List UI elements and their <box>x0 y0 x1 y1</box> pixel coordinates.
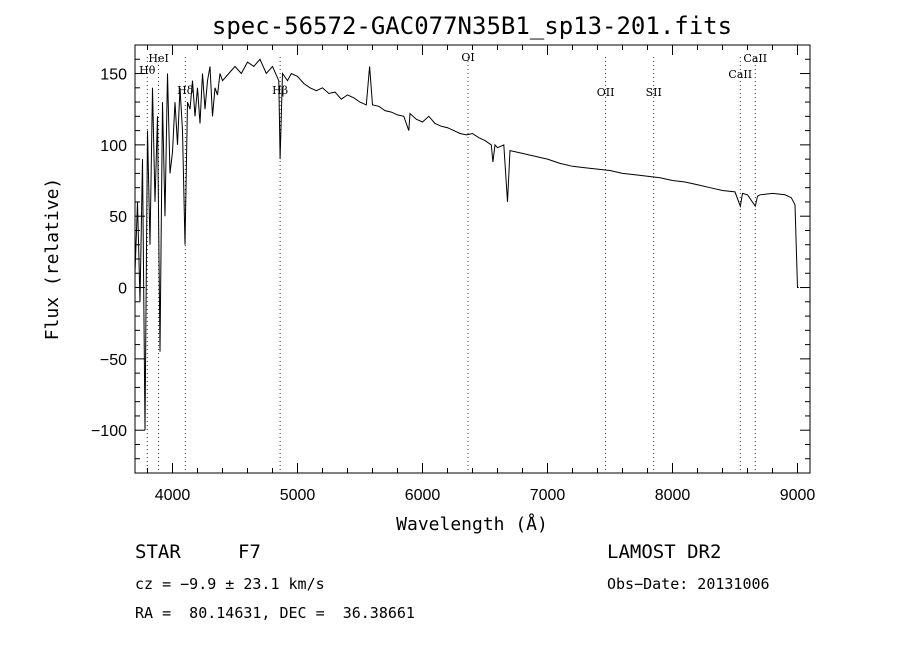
x-tick-label: 6000 <box>405 487 441 504</box>
spectral-line-label: HeI <box>148 52 168 65</box>
x-tick-label: 4000 <box>155 487 191 504</box>
x-tick-label: 9000 <box>780 487 816 504</box>
redshift-cz: cz = −9.9 ± 23.1 km/s <box>135 575 325 593</box>
plot-frame <box>134 44 811 474</box>
spectral-line-label: SII <box>646 86 662 99</box>
object-subclass: F7 <box>238 541 261 563</box>
y-tick-label: 50 <box>109 209 127 226</box>
spectral-line-label: CaII <box>728 68 752 81</box>
spectral-line-label: CaII <box>743 52 767 65</box>
object-class: STAR <box>135 541 181 563</box>
obs-date: Obs−Date: 20131006 <box>607 575 770 593</box>
survey-name: LAMOST DR2 <box>607 541 722 563</box>
y-tick-label: −100 <box>91 423 127 440</box>
spectral-line-label: OI <box>461 51 474 64</box>
x-tick-label: 5000 <box>280 487 316 504</box>
coordinates: RA = 80.14631, DEC = 36.38661 <box>135 604 415 622</box>
x-tick-label: 8000 <box>655 487 691 504</box>
spectral-line-label: OII <box>597 86 615 99</box>
y-tick-label: 0 <box>118 281 127 298</box>
chart-title: spec-56572-GAC077N35B1_sp13-201.fits <box>212 12 732 40</box>
axis-ticks: 4000 5000 6000 7000 8000 9000 −100 −50 0 50 100 150 <box>91 45 815 504</box>
y-axis-label: Flux (relative) <box>42 178 63 341</box>
x-axis-label: Wavelength (Å) <box>396 513 548 535</box>
spectral-line-label: Hθ <box>139 64 156 77</box>
spectrum-line <box>134 58 799 431</box>
y-tick-label: 150 <box>100 67 127 84</box>
spectral-line-label: Hδ <box>177 84 194 97</box>
spectral-line-label: Hβ <box>272 84 288 97</box>
x-tick-label: 7000 <box>530 487 566 504</box>
y-tick-label: 100 <box>100 138 127 155</box>
y-tick-label: −50 <box>100 352 127 369</box>
